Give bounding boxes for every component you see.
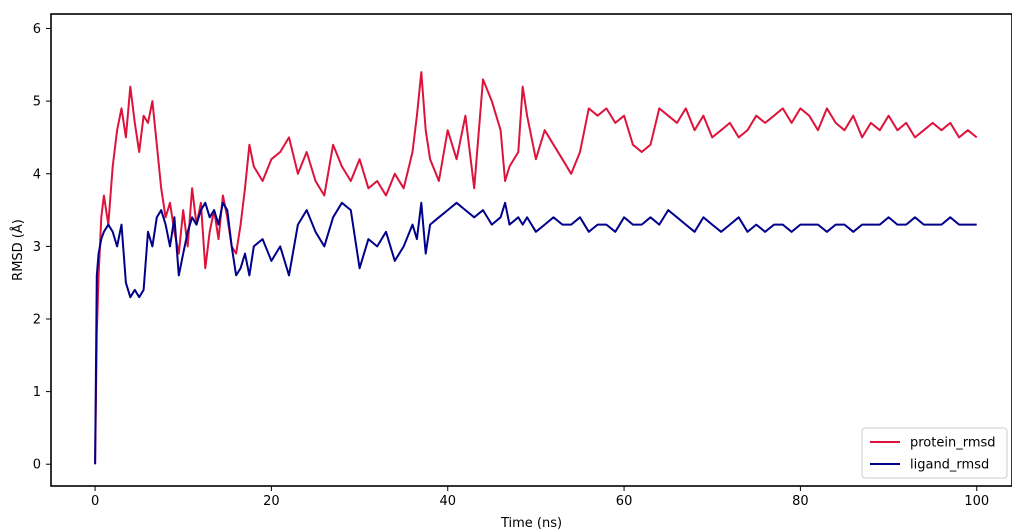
x-tick-label: 0 xyxy=(91,494,99,509)
x-axis-ticks: 0 20 40 60 80 100 xyxy=(91,486,989,509)
y-tick-label: 5 xyxy=(33,95,41,110)
y-axis-label: RMSD (Å) xyxy=(10,219,26,281)
series-line-ligand-rmsd xyxy=(94,201,977,465)
x-tick-label: 80 xyxy=(792,494,809,509)
y-tick-label: 1 xyxy=(33,385,41,400)
y-axis-ticks: 0 1 2 3 4 5 6 xyxy=(33,22,51,473)
x-tick-label: 60 xyxy=(616,494,633,509)
y-tick-label: 3 xyxy=(33,240,41,255)
legend-box xyxy=(861,427,1008,479)
x-tick-label: 20 xyxy=(263,494,280,509)
series-line-protein-rmsd xyxy=(94,71,978,465)
x-axis-label: Time (ns) xyxy=(500,516,562,531)
legend-label-ligand-rmsd: ligand_rmsd xyxy=(910,458,989,473)
y-tick-label: 6 xyxy=(33,22,41,37)
series-layer xyxy=(94,71,978,465)
y-tick-label: 4 xyxy=(33,167,41,182)
legend: protein_rmsd ligand_rmsd xyxy=(861,427,1008,479)
x-tick-label: 100 xyxy=(964,494,989,509)
y-tick-label: 0 xyxy=(33,458,41,473)
plot-frame xyxy=(50,13,1012,487)
x-tick-label: 40 xyxy=(439,494,456,509)
y-tick-label: 2 xyxy=(33,312,41,327)
legend-label-protein-rmsd: protein_rmsd xyxy=(910,436,996,451)
